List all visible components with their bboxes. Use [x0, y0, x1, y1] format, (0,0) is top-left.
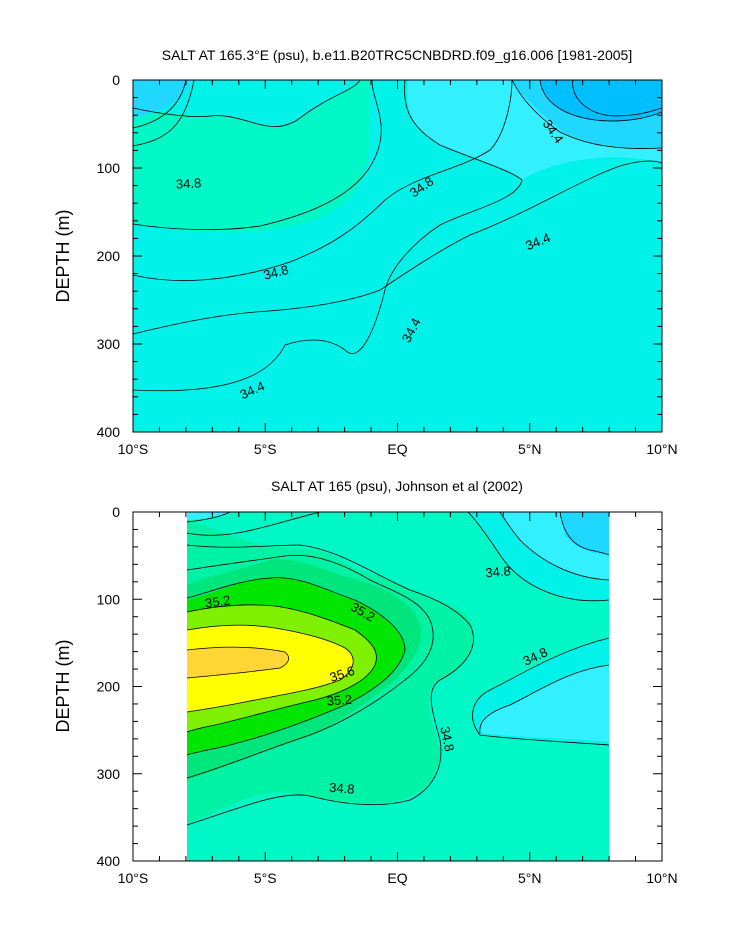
- y-tick-label: 100: [97, 591, 121, 607]
- bottom-contour-line: [187, 624, 354, 713]
- bottom-contour-line: [467, 512, 609, 602]
- x-tick-label: 10°S: [118, 441, 149, 457]
- bottom-contour-field: [187, 512, 609, 861]
- bottom-panel: SALT AT 165 (psu), Johnson et al (2002): [53, 478, 678, 886]
- top-contour-line: [511, 80, 662, 149]
- bottom-contour-line: [187, 554, 434, 779]
- y-tick-label: 0: [112, 72, 120, 88]
- contour-label-text: 34.8: [437, 725, 457, 753]
- bottom-chart-title: SALT AT 165 (psu), Johnson et al (2002): [271, 478, 523, 494]
- bottom-contour-lines: [187, 512, 609, 826]
- bottom-contour-line: [187, 604, 377, 733]
- top-contour-line: [133, 80, 195, 147]
- contour-label-text: 34.8: [329, 780, 356, 797]
- bottom-contour-line: [187, 512, 321, 536]
- y-tick-label: 200: [97, 679, 121, 695]
- top-contour-line: [133, 80, 523, 392]
- bottom-fill-35-8-region: [187, 647, 288, 678]
- top-fill-34-0-region: [540, 80, 662, 121]
- contour-label-text: 35.2: [204, 592, 231, 610]
- y-tick-label: 400: [97, 853, 121, 869]
- x-tick-label: EQ: [387, 441, 407, 457]
- y-tick-label: 300: [97, 766, 121, 782]
- contour-label-text: 34.8: [262, 262, 290, 283]
- x-tick-label: 10°S: [118, 870, 149, 886]
- contour-label-text: 35.2: [326, 692, 352, 709]
- x-tick-label: 10°N: [646, 870, 677, 886]
- bottom-contour-line: [187, 512, 231, 523]
- contour-label: 34.8: [329, 780, 356, 797]
- contour-label: 34.8: [437, 725, 457, 753]
- contour-label: 35.2: [204, 592, 231, 610]
- y-tick-label: 100: [97, 160, 121, 176]
- bottom-contour-line: [479, 664, 609, 734]
- y-tick-label: 300: [97, 336, 121, 352]
- bottom-y-axis-label: DEPTH (m): [53, 640, 73, 733]
- contour-label: 34.8: [485, 563, 512, 580]
- top-axes: 10°S 5°S EQ 5°N 10°N 0 100 200 300 400: [97, 72, 678, 457]
- top-contour-line: [133, 80, 187, 129]
- top-chart-title: SALT AT 165.3°E (psu), b.e11.B20TRC5CNBD…: [162, 47, 632, 63]
- bottom-contour-line: [187, 646, 289, 679]
- top-contour-field: [133, 80, 662, 432]
- bottom-contour-line: [499, 512, 609, 581]
- y-tick-label: 0: [112, 504, 120, 520]
- top-contour-line: [133, 80, 361, 127]
- contour-label: 35.2: [326, 692, 352, 709]
- bottom-contour-line: [472, 637, 609, 746]
- x-tick-label: 5°S: [254, 870, 277, 886]
- contour-label-text: 35.6: [328, 663, 357, 685]
- bottom-contour-line: [559, 512, 609, 556]
- top-y-axis-label: DEPTH (m): [53, 210, 73, 303]
- contour-label: 34.8: [262, 262, 290, 283]
- contour-label: 35.6: [328, 663, 357, 685]
- top-fill-34-2-region: [133, 80, 662, 149]
- contour-label-text: 34.8: [485, 563, 512, 580]
- x-tick-label: 5°S: [254, 441, 277, 457]
- y-tick-label: 200: [97, 248, 121, 264]
- x-tick-label: EQ: [387, 870, 407, 886]
- bottom-axes: 10°S 5°S EQ 5°N 10°N 0 100 200 300 400: [97, 504, 678, 886]
- bottom-fill-34-6-region: [187, 512, 609, 601]
- top-contour-line: [133, 160, 662, 335]
- top-panel: SALT AT 165.3°E (psu), b.e11.B20TRC5CNBD…: [53, 47, 678, 457]
- contour-label-text: 34.8: [176, 175, 202, 191]
- y-tick-label: 400: [97, 424, 121, 440]
- top-fill-34-8-region: [133, 80, 370, 233]
- contour-label: 34.8: [176, 175, 202, 191]
- top-contour-line: [539, 80, 662, 122]
- bottom-contour-line: [187, 544, 474, 826]
- top-contour-line: [133, 80, 382, 231]
- top-contour-line: [133, 80, 513, 281]
- x-tick-label: 10°N: [646, 441, 677, 457]
- bottom-fill-34-2-region: [560, 512, 609, 555]
- bottom-contour-line: [187, 577, 406, 756]
- x-tick-label: 5°N: [518, 441, 542, 457]
- top-contour-line: [572, 80, 662, 117]
- top-contour-lines: [133, 80, 662, 392]
- x-tick-label: 5°N: [518, 870, 542, 886]
- bottom-contour-labels: 35.2 35.234.835.635.234.834.834.8: [204, 563, 550, 797]
